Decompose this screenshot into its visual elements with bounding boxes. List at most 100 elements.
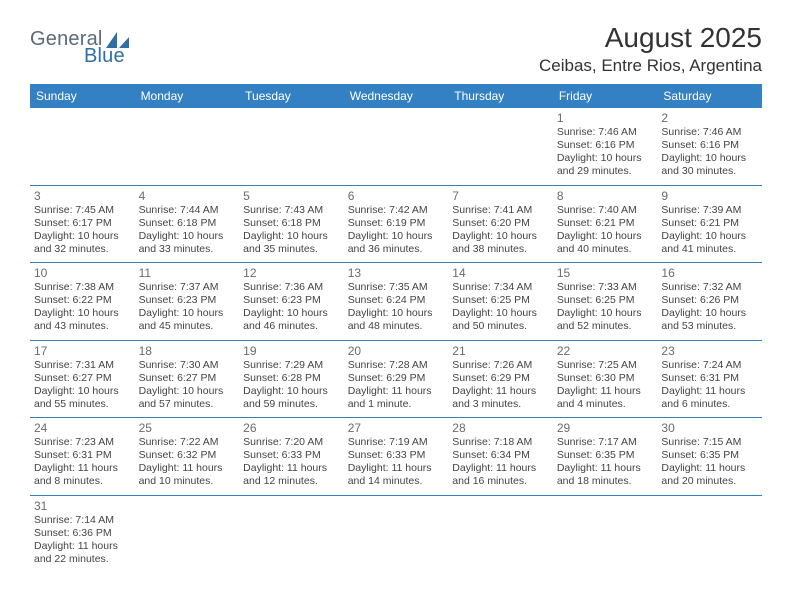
- day-cell: 21Sunrise: 7:26 AMSunset: 6:29 PMDayligh…: [448, 341, 553, 418]
- day-cell: 15Sunrise: 7:33 AMSunset: 6:25 PMDayligh…: [553, 263, 658, 340]
- day-info-line: and 1 minute.: [348, 398, 445, 411]
- day-cell-empty: [448, 496, 553, 573]
- day-info-line: Sunset: 6:30 PM: [557, 372, 654, 385]
- day-info-line: Sunset: 6:27 PM: [139, 372, 236, 385]
- day-info-line: Daylight: 10 hours: [348, 230, 445, 243]
- day-number: 24: [34, 421, 131, 435]
- day-cell: 19Sunrise: 7:29 AMSunset: 6:28 PMDayligh…: [239, 341, 344, 418]
- day-info-line: Sunset: 6:26 PM: [661, 294, 758, 307]
- day-info-line: Daylight: 10 hours: [243, 307, 340, 320]
- day-info-line: Sunset: 6:18 PM: [139, 217, 236, 230]
- day-cell-empty: [553, 496, 658, 573]
- day-cell: 22Sunrise: 7:25 AMSunset: 6:30 PMDayligh…: [553, 341, 658, 418]
- day-info-line: Sunrise: 7:46 AM: [557, 126, 654, 139]
- day-cell: 4Sunrise: 7:44 AMSunset: 6:18 PMDaylight…: [135, 186, 240, 263]
- day-info-line: Daylight: 10 hours: [348, 307, 445, 320]
- day-info-line: Daylight: 10 hours: [34, 230, 131, 243]
- day-info-line: Daylight: 10 hours: [661, 230, 758, 243]
- day-cell: 8Sunrise: 7:40 AMSunset: 6:21 PMDaylight…: [553, 186, 658, 263]
- day-info-line: and 22 minutes.: [34, 553, 131, 566]
- day-info-line: and 16 minutes.: [452, 475, 549, 488]
- day-info-line: Sunset: 6:16 PM: [661, 139, 758, 152]
- day-cell-empty: [657, 496, 762, 573]
- day-number: 12: [243, 266, 340, 280]
- day-info-line: Sunset: 6:16 PM: [557, 139, 654, 152]
- day-info-line: Sunset: 6:18 PM: [243, 217, 340, 230]
- day-info-line: Sunrise: 7:43 AM: [243, 204, 340, 217]
- day-info-line: and 45 minutes.: [139, 320, 236, 333]
- day-cell-empty: [344, 108, 449, 185]
- day-number: 30: [661, 421, 758, 435]
- day-info-line: Sunset: 6:31 PM: [34, 449, 131, 462]
- week-row: 10Sunrise: 7:38 AMSunset: 6:22 PMDayligh…: [30, 263, 762, 341]
- day-number: 16: [661, 266, 758, 280]
- weekday-label: Saturday: [657, 84, 762, 108]
- day-info-line: Sunrise: 7:45 AM: [34, 204, 131, 217]
- day-info-line: and 40 minutes.: [557, 243, 654, 256]
- day-cell: 5Sunrise: 7:43 AMSunset: 6:18 PMDaylight…: [239, 186, 344, 263]
- day-info-line: Sunrise: 7:42 AM: [348, 204, 445, 217]
- day-info-line: Daylight: 10 hours: [243, 230, 340, 243]
- day-info-line: and 33 minutes.: [139, 243, 236, 256]
- brand-text-b: Blue: [84, 45, 125, 68]
- day-number: 25: [139, 421, 236, 435]
- day-info-line: Sunrise: 7:40 AM: [557, 204, 654, 217]
- day-cell: 14Sunrise: 7:34 AMSunset: 6:25 PMDayligh…: [448, 263, 553, 340]
- day-info-line: Daylight: 10 hours: [34, 307, 131, 320]
- day-info-line: Sunrise: 7:46 AM: [661, 126, 758, 139]
- day-info-line: Daylight: 10 hours: [34, 385, 131, 398]
- day-info-line: and 59 minutes.: [243, 398, 340, 411]
- day-info-line: Sunrise: 7:36 AM: [243, 281, 340, 294]
- day-info-line: Sunrise: 7:14 AM: [34, 514, 131, 527]
- day-info-line: Daylight: 10 hours: [557, 230, 654, 243]
- day-info-line: and 18 minutes.: [557, 475, 654, 488]
- week-row: 24Sunrise: 7:23 AMSunset: 6:31 PMDayligh…: [30, 418, 762, 496]
- day-number: 20: [348, 344, 445, 358]
- location: Ceibas, Entre Rios, Argentina: [539, 56, 762, 76]
- day-number: 6: [348, 189, 445, 203]
- day-number: 18: [139, 344, 236, 358]
- day-info-line: and 46 minutes.: [243, 320, 340, 333]
- day-info-line: Daylight: 10 hours: [452, 307, 549, 320]
- day-info-line: Sunrise: 7:18 AM: [452, 436, 549, 449]
- day-number: 15: [557, 266, 654, 280]
- day-info-line: Sunrise: 7:19 AM: [348, 436, 445, 449]
- day-info-line: Daylight: 11 hours: [452, 385, 549, 398]
- day-cell: 28Sunrise: 7:18 AMSunset: 6:34 PMDayligh…: [448, 418, 553, 495]
- day-info-line: Sunrise: 7:29 AM: [243, 359, 340, 372]
- day-info-line: Daylight: 10 hours: [661, 307, 758, 320]
- day-cell: 31Sunrise: 7:14 AMSunset: 6:36 PMDayligh…: [30, 496, 135, 573]
- day-info-line: Sunset: 6:31 PM: [661, 372, 758, 385]
- day-info-line: Sunrise: 7:25 AM: [557, 359, 654, 372]
- day-info-line: Daylight: 11 hours: [34, 540, 131, 553]
- day-cell-empty: [239, 496, 344, 573]
- day-number: 31: [34, 499, 131, 513]
- day-info-line: Sunrise: 7:15 AM: [661, 436, 758, 449]
- day-number: 22: [557, 344, 654, 358]
- day-cell-empty: [30, 108, 135, 185]
- day-info-line: and 30 minutes.: [661, 165, 758, 178]
- day-info-line: Sunset: 6:35 PM: [557, 449, 654, 462]
- day-info-line: Sunrise: 7:22 AM: [139, 436, 236, 449]
- day-number: 14: [452, 266, 549, 280]
- day-info-line: Daylight: 11 hours: [139, 462, 236, 475]
- day-info-line: Sunrise: 7:37 AM: [139, 281, 236, 294]
- day-number: 19: [243, 344, 340, 358]
- day-info-line: Sunrise: 7:35 AM: [348, 281, 445, 294]
- day-info-line: and 12 minutes.: [243, 475, 340, 488]
- day-info-line: Sunset: 6:32 PM: [139, 449, 236, 462]
- weekday-label: Wednesday: [344, 84, 449, 108]
- title-block: August 2025 Ceibas, Entre Rios, Argentin…: [539, 22, 762, 76]
- day-number: 4: [139, 189, 236, 203]
- weekday-label: Thursday: [448, 84, 553, 108]
- week-row: 17Sunrise: 7:31 AMSunset: 6:27 PMDayligh…: [30, 341, 762, 419]
- day-info-line: Sunset: 6:34 PM: [452, 449, 549, 462]
- day-number: 8: [557, 189, 654, 203]
- day-info-line: and 48 minutes.: [348, 320, 445, 333]
- day-info-line: Sunset: 6:17 PM: [34, 217, 131, 230]
- day-info-line: Sunset: 6:20 PM: [452, 217, 549, 230]
- day-info-line: Sunrise: 7:30 AM: [139, 359, 236, 372]
- day-number: 17: [34, 344, 131, 358]
- day-number: 7: [452, 189, 549, 203]
- day-info-line: and 6 minutes.: [661, 398, 758, 411]
